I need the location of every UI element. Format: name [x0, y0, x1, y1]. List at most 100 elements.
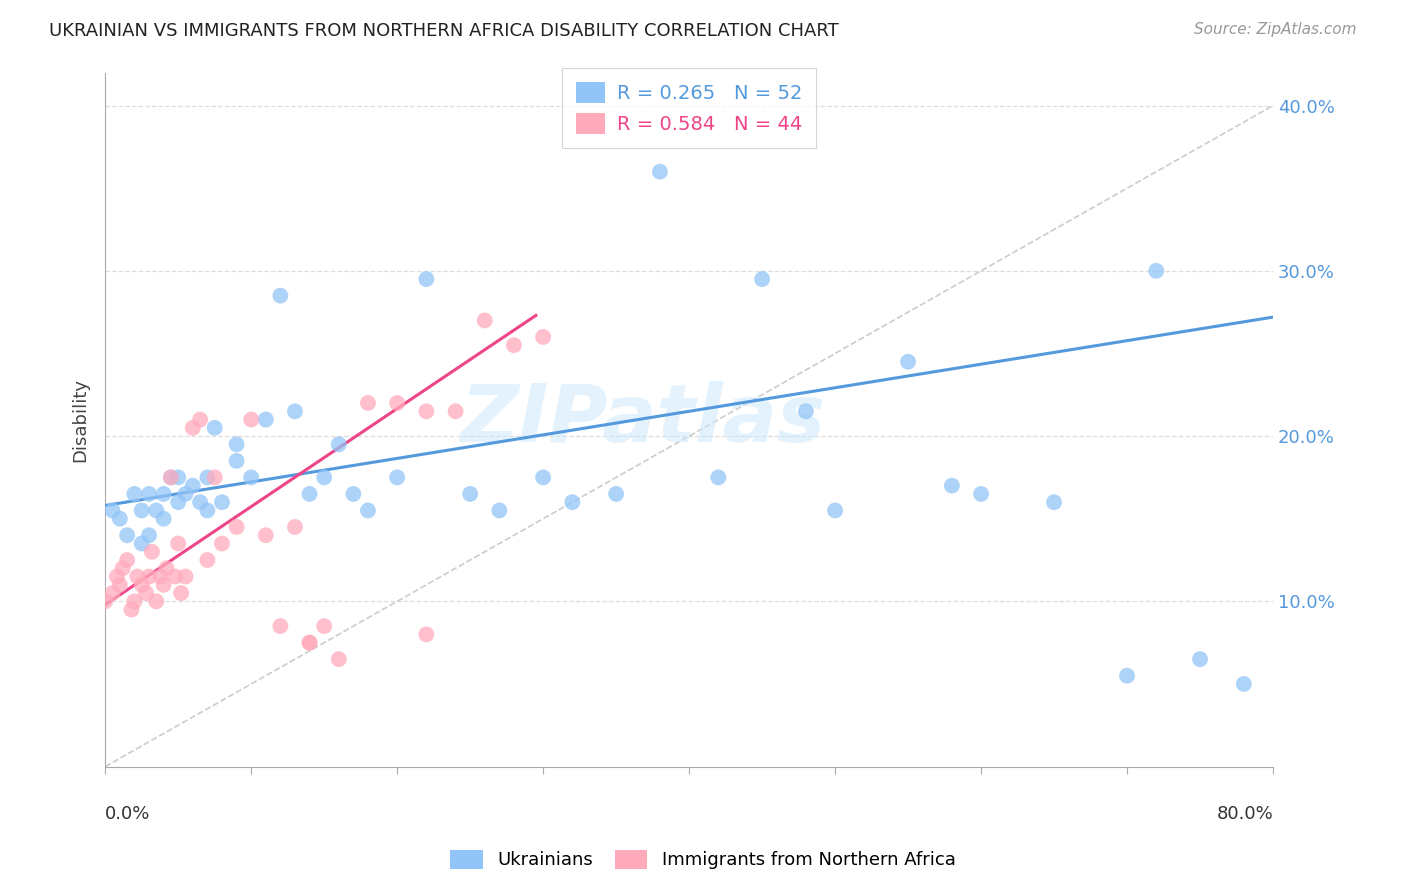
Point — [298, 635, 321, 649]
Point — [108, 512, 131, 526]
Point — [197, 553, 219, 567]
Point — [269, 288, 291, 302]
Point — [170, 586, 193, 600]
Point — [298, 487, 321, 501]
Point — [1233, 677, 1256, 691]
Point — [751, 272, 773, 286]
Point — [357, 396, 380, 410]
Point — [108, 578, 131, 592]
Point — [1116, 669, 1139, 683]
Text: UKRAINIAN VS IMMIGRANTS FROM NORTHERN AFRICA DISABILITY CORRELATION CHART: UKRAINIAN VS IMMIGRANTS FROM NORTHERN AF… — [49, 22, 839, 40]
Point — [167, 536, 190, 550]
Point — [284, 520, 307, 534]
Point — [124, 487, 146, 501]
Point — [328, 652, 350, 666]
Point — [111, 561, 134, 575]
Point — [707, 470, 730, 484]
Point — [240, 412, 263, 426]
Point — [385, 396, 408, 410]
Point — [145, 594, 167, 608]
Point — [415, 627, 437, 641]
Point — [415, 272, 437, 286]
Point — [121, 602, 143, 616]
Point — [648, 164, 671, 178]
Point — [131, 536, 153, 550]
Point — [135, 586, 157, 600]
Text: ZIPatlas: ZIPatlas — [460, 381, 825, 458]
Point — [115, 553, 138, 567]
Point — [105, 569, 128, 583]
Point — [127, 569, 149, 583]
Point — [458, 487, 481, 501]
Point — [314, 619, 336, 633]
Point — [488, 503, 510, 517]
Point — [152, 512, 174, 526]
Point — [824, 503, 846, 517]
Point — [160, 470, 183, 484]
Point — [794, 404, 817, 418]
Point — [342, 487, 364, 501]
Point — [160, 470, 183, 484]
Point — [531, 330, 554, 344]
Point — [225, 437, 247, 451]
Y-axis label: Disability: Disability — [72, 377, 89, 461]
Point — [101, 503, 124, 517]
Point — [225, 520, 247, 534]
Point — [605, 487, 627, 501]
Point — [941, 478, 963, 492]
Point — [181, 478, 204, 492]
Point — [141, 545, 163, 559]
Point — [328, 437, 350, 451]
Point — [298, 635, 321, 649]
Point — [174, 569, 197, 583]
Point — [561, 495, 583, 509]
Point — [145, 503, 167, 517]
Point — [181, 421, 204, 435]
Legend: Ukrainians, Immigrants from Northern Africa: Ukrainians, Immigrants from Northern Afr… — [441, 841, 965, 879]
Point — [225, 454, 247, 468]
Point — [385, 470, 408, 484]
Text: 0.0%: 0.0% — [105, 805, 150, 823]
Point — [188, 495, 211, 509]
Point — [167, 495, 190, 509]
Point — [314, 470, 336, 484]
Point — [131, 503, 153, 517]
Point — [211, 536, 233, 550]
Point — [211, 495, 233, 509]
Point — [531, 470, 554, 484]
Point — [897, 355, 920, 369]
Point — [204, 470, 226, 484]
Point — [138, 487, 160, 501]
Point — [115, 528, 138, 542]
Point — [165, 569, 187, 583]
Point — [284, 404, 307, 418]
Point — [204, 421, 226, 435]
Point — [474, 313, 496, 327]
Point — [503, 338, 526, 352]
Point — [138, 569, 160, 583]
Legend: R = 0.265   N = 52, R = 0.584   N = 44: R = 0.265 N = 52, R = 0.584 N = 44 — [562, 69, 815, 148]
Point — [94, 594, 117, 608]
Point — [1189, 652, 1212, 666]
Point — [167, 470, 190, 484]
Point — [197, 503, 219, 517]
Text: Source: ZipAtlas.com: Source: ZipAtlas.com — [1194, 22, 1357, 37]
Point — [415, 404, 437, 418]
Point — [970, 487, 993, 501]
Point — [131, 578, 153, 592]
Point — [357, 503, 380, 517]
Point — [152, 487, 174, 501]
Point — [138, 528, 160, 542]
Point — [269, 619, 291, 633]
Point — [155, 561, 177, 575]
Point — [149, 569, 172, 583]
Point — [444, 404, 467, 418]
Point — [101, 586, 124, 600]
Point — [240, 470, 263, 484]
Point — [1144, 264, 1167, 278]
Text: 80.0%: 80.0% — [1216, 805, 1272, 823]
Point — [174, 487, 197, 501]
Point — [188, 412, 211, 426]
Point — [254, 528, 277, 542]
Point — [152, 578, 174, 592]
